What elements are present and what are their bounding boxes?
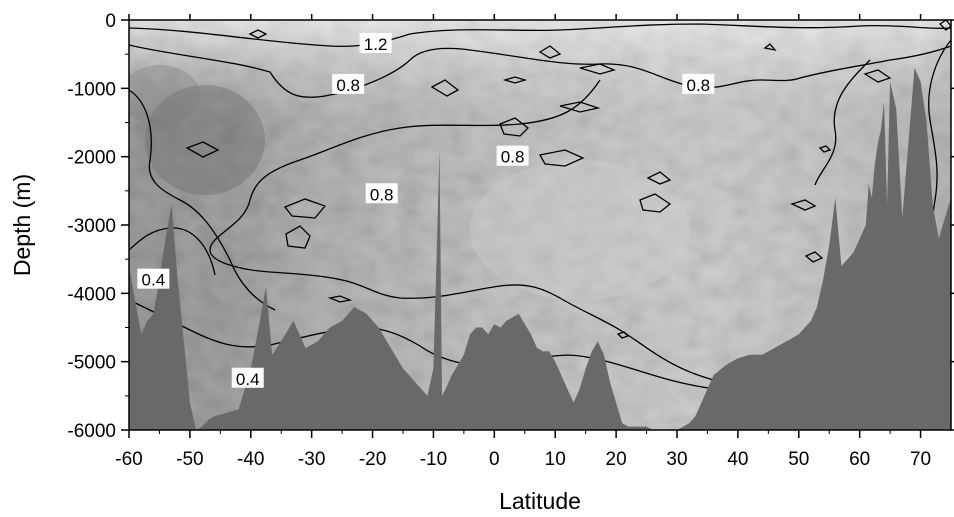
contour-island-12 (579, 63, 616, 75)
y-tick-label: -1000 (67, 79, 116, 100)
contour-label: 0.4 (231, 367, 264, 389)
contour-line-right-2 (814, 59, 871, 186)
x-tick-label: 70 (910, 449, 931, 470)
x-tick-label: 0 (489, 449, 500, 470)
contour-island-13 (502, 76, 528, 84)
y-tick-label: -3000 (67, 216, 116, 237)
contour-label-bg (359, 32, 392, 53)
y-axis: 0 -1000 -2000 -3000 -4000 -5000 -6000 (67, 11, 954, 442)
y-tick-label: -4000 (67, 284, 116, 305)
contour-label-text: 0.4 (142, 271, 166, 290)
contour-island-21 (938, 20, 951, 31)
contour-label-bg (332, 73, 365, 94)
x-tick-label: -50 (176, 449, 203, 470)
x-tick-label: 40 (727, 449, 748, 470)
x-axis-title: Latitude (499, 488, 581, 514)
contour-line-0-8-upper (129, 44, 951, 98)
y-tick-label: -6000 (67, 421, 116, 442)
contour-island-14 (818, 145, 832, 153)
contour-line-1-2 (129, 23, 951, 48)
bathymetry-area (129, 67, 951, 430)
x-tick-label: 50 (788, 449, 809, 470)
contour-label: 0.8 (682, 73, 715, 95)
contour-label-bg (137, 268, 170, 289)
contour-line-left-1 (129, 89, 276, 311)
x-tick-label: 20 (606, 449, 627, 470)
contour-label-text: 0.8 (336, 76, 360, 95)
contour-island-17 (804, 251, 824, 263)
contour-island-2 (283, 198, 327, 219)
contour-label-bg (682, 73, 715, 94)
contour-island-15 (863, 69, 892, 83)
x-tick-label: -30 (298, 449, 325, 470)
contour-island-5 (499, 117, 529, 137)
contour-island-9 (538, 45, 562, 59)
contour-labels: 1.2 0.8 0.8 0.8 0.8 0.4 0.4 (137, 32, 715, 389)
contour-island-11 (248, 29, 268, 39)
y-tick-label: 0 (105, 11, 116, 32)
y-tick-label: -2000 (67, 148, 116, 169)
contour-island-7 (639, 193, 672, 213)
x-axis: -60 -50 -40 -30 -20 -10 0 10 20 30 40 50 60 70 (115, 14, 931, 470)
x-tick-label: 60 (849, 449, 870, 470)
contour-label-text: 1.2 (364, 35, 388, 54)
contour-label-bg (365, 183, 398, 204)
contour-lines (129, 20, 951, 395)
x-tick-label: -40 (237, 449, 264, 470)
contour-label: 0.4 (137, 268, 170, 290)
contour-island-19 (327, 295, 353, 303)
contour-island-4 (430, 79, 460, 97)
contour-label-text: 0.4 (236, 370, 260, 389)
contour-label-text: 0.8 (686, 76, 710, 95)
contour-label: 0.8 (332, 73, 365, 95)
contour-label: 0.8 (365, 183, 398, 204)
y-axis-title: Depth (m) (9, 174, 35, 276)
contour-label-bg (496, 145, 529, 166)
contour-island-10 (559, 101, 601, 113)
x-tick-label: 10 (545, 449, 566, 470)
contour-label: 0.8 (496, 145, 529, 167)
contour-island-3 (285, 225, 311, 249)
x-tick-label: 30 (666, 449, 687, 470)
contour-island-18 (763, 43, 777, 51)
x-tick-label: -60 (115, 449, 142, 470)
y-tick-label: -5000 (67, 353, 116, 374)
contour-island-1 (185, 141, 220, 158)
contour-label: 1.2 (359, 32, 392, 54)
contour-island-6 (538, 149, 585, 167)
x-tick-label: -10 (420, 449, 447, 470)
bathymetry (129, 67, 951, 430)
contour-island-16 (790, 199, 817, 211)
contour-island-8 (646, 171, 672, 185)
contour-label-bg (231, 367, 264, 388)
contour-line-0-8-mid (209, 79, 831, 393)
x-tick-label: -20 (359, 449, 386, 470)
property-field (129, 20, 951, 430)
contour-label-text: 0.8 (370, 185, 394, 204)
contour-label-text: 0.8 (501, 148, 525, 167)
contour-line-0-4 (129, 299, 791, 395)
contour-island-20 (616, 331, 630, 339)
